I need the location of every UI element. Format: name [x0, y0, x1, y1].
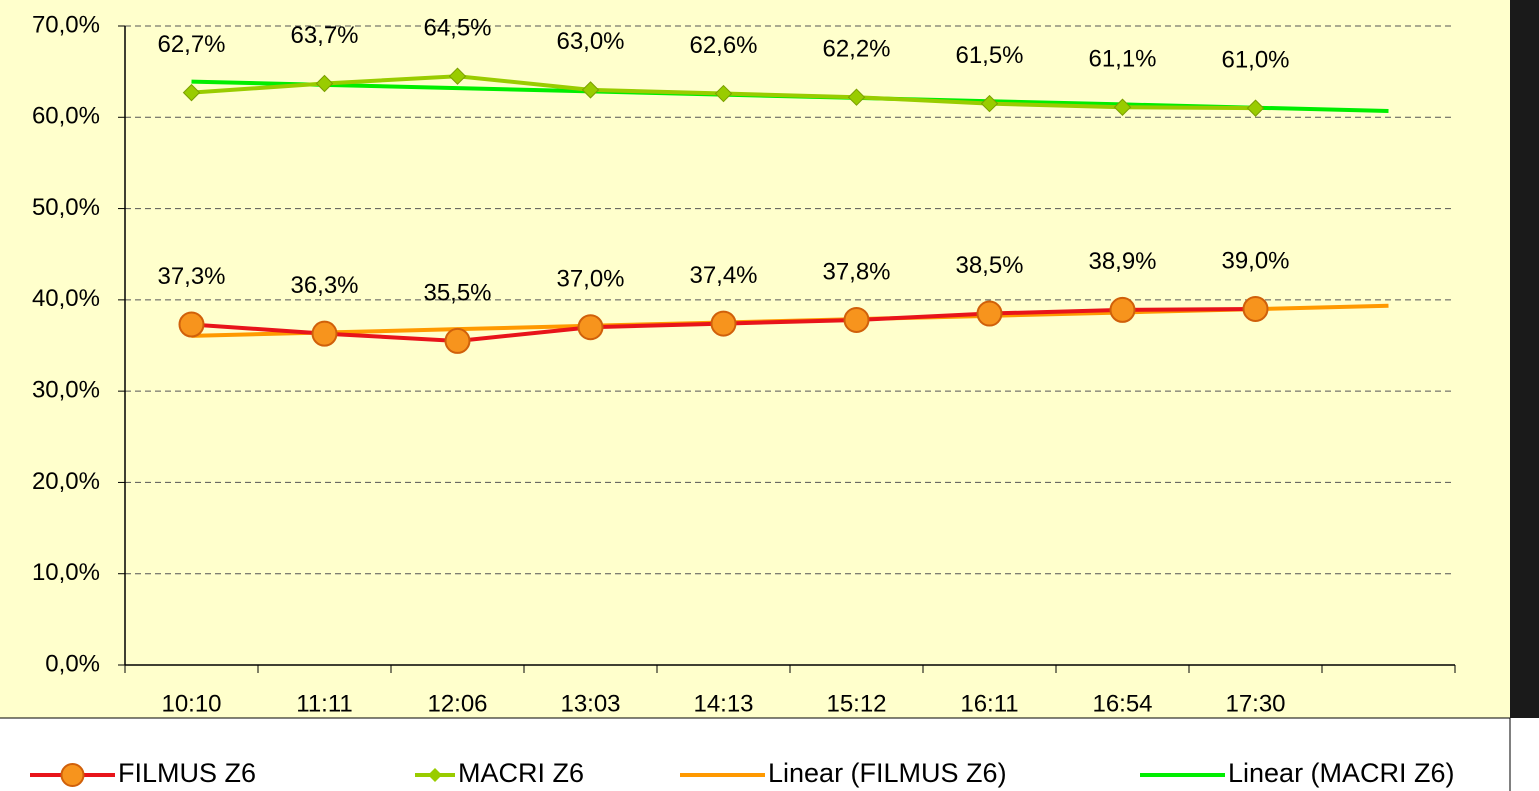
data-label: 38,5%: [955, 252, 1023, 279]
data-point: [714, 84, 733, 103]
y-tick-label: 60,0%: [32, 103, 100, 130]
x-tick-label: 11:11: [296, 690, 353, 717]
data-point: [444, 327, 471, 354]
y-tick-label: 10,0%: [32, 559, 100, 586]
data-point: [980, 94, 999, 113]
data-point: [1113, 98, 1132, 116]
side-strip: [1510, 0, 1539, 718]
data-label: 61,5%: [955, 42, 1023, 69]
data-point: [577, 314, 604, 341]
data-point: [976, 300, 1003, 327]
data-label: 37,0%: [556, 266, 624, 293]
legend-label: FILMUS Z6: [118, 758, 256, 788]
data-point: [843, 306, 870, 333]
y-tick-label: 70,0%: [32, 11, 100, 38]
data-label: 37,8%: [822, 258, 890, 285]
data-label: 63,0%: [556, 28, 624, 55]
y-tick-label: 50,0%: [32, 194, 100, 221]
x-tick-label: 12:06: [427, 690, 487, 717]
legend-marker: [428, 768, 442, 782]
legend-label: Linear (MACRI Z6): [1228, 758, 1455, 788]
x-tick-label: 17:30: [1225, 690, 1285, 717]
data-point: [847, 88, 866, 106]
data-label: 63,7%: [290, 22, 358, 49]
x-tick-label: 16:11: [960, 690, 1018, 717]
y-tick-label: 0,0%: [45, 650, 100, 677]
data-label: 38,9%: [1088, 248, 1156, 275]
data-point: [178, 311, 205, 338]
data-label: 62,6%: [689, 32, 757, 59]
data-label: 61,1%: [1088, 46, 1156, 73]
data-label: 62,7%: [157, 31, 225, 58]
y-tick-label: 30,0%: [32, 376, 100, 403]
x-tick-label: 15:12: [826, 690, 886, 717]
data-point: [315, 74, 334, 93]
data-point: [1246, 99, 1265, 117]
data-point: [1109, 296, 1136, 323]
x-tick-label: 10:10: [161, 690, 221, 717]
x-tick-label: 13:03: [560, 690, 620, 717]
x-tick-label: 14:13: [693, 690, 753, 717]
legend-label: Linear (FILMUS Z6): [768, 758, 1007, 788]
data-point: [710, 310, 737, 337]
data-point: [182, 83, 201, 102]
data-label: 64,5%: [423, 15, 491, 42]
data-label: 62,2%: [822, 36, 890, 63]
data-label: 36,3%: [290, 272, 358, 299]
y-tick-label: 40,0%: [32, 285, 100, 312]
data-label: 35,5%: [423, 279, 491, 306]
data-point: [581, 81, 600, 99]
data-label: 37,4%: [689, 262, 757, 289]
data-point: [311, 320, 338, 347]
x-tick-label: 16:54: [1092, 690, 1152, 717]
chart-background: [0, 0, 1510, 718]
data-label: 39,0%: [1221, 247, 1289, 274]
legend-label: MACRI Z6: [458, 758, 584, 788]
data-label: 37,3%: [157, 263, 225, 290]
data-point: [448, 67, 467, 85]
legend-marker: [60, 763, 85, 787]
data-label: 61,0%: [1221, 47, 1289, 74]
y-tick-label: 20,0%: [32, 468, 100, 495]
data-point: [1242, 295, 1269, 322]
